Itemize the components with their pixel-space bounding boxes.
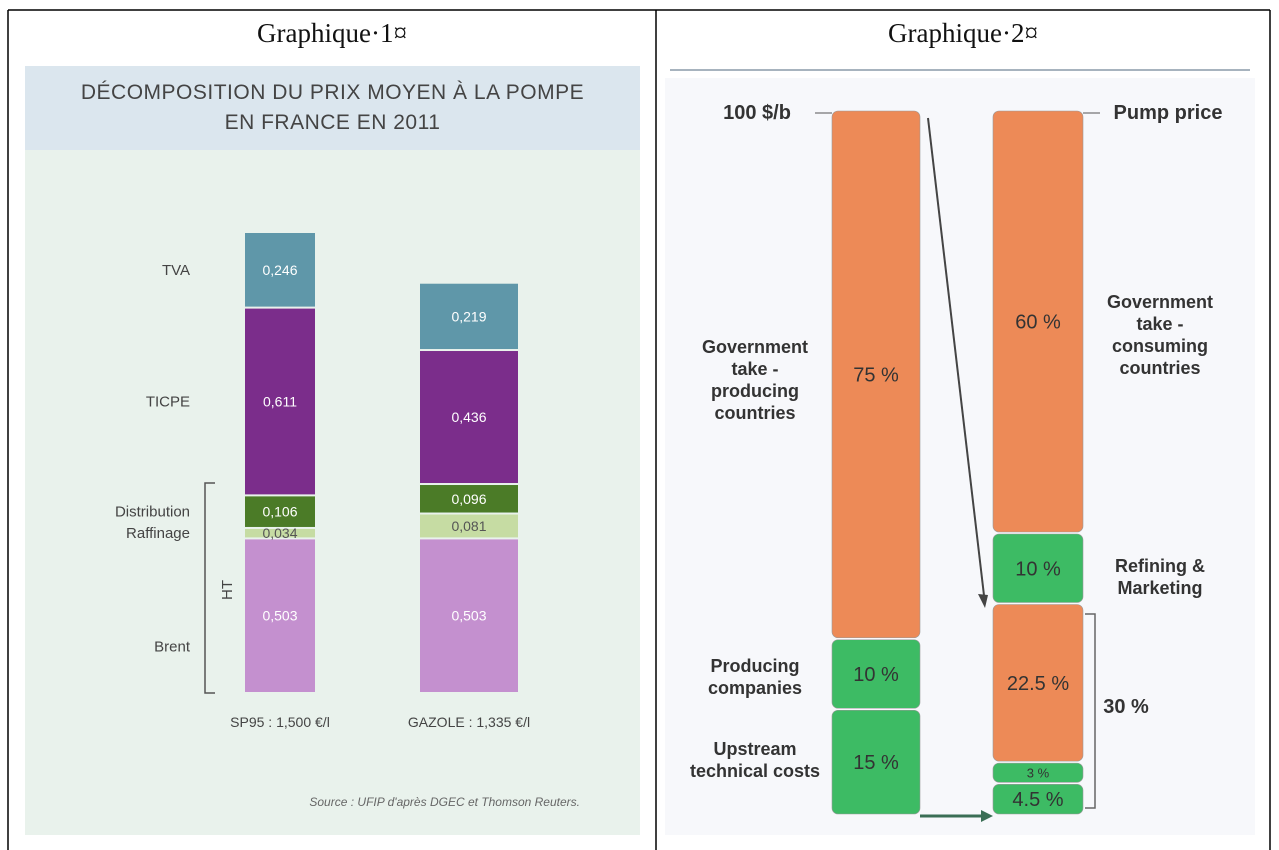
chart1-background — [25, 66, 640, 835]
value-label: 0,106 — [262, 504, 297, 520]
ht-bracket — [204, 482, 215, 694]
arrow — [927, 117, 986, 605]
value-label: 0,081 — [451, 518, 486, 534]
value-label: 0,436 — [451, 409, 486, 425]
column-segment — [831, 110, 921, 639]
bracket-label: 30 % — [1103, 696, 1149, 718]
caption: Graphique·1¤ — [257, 18, 407, 48]
bar-segment — [245, 496, 315, 527]
column-segment — [831, 639, 921, 709]
arrow-head — [981, 810, 993, 822]
category-label: SP95 : 1,500 €/l — [230, 714, 330, 730]
value-label: 10 % — [1015, 558, 1061, 580]
segment-label: Upstream technical costs — [689, 739, 821, 781]
value-label: 4.5 % — [1012, 789, 1063, 811]
value-label: 10 % — [853, 664, 899, 686]
bar-segment — [420, 283, 518, 350]
series-label: TICPE — [146, 393, 190, 410]
segment-label: Government take - producing countries — [701, 337, 809, 423]
value-label: 0,096 — [451, 491, 486, 507]
value-label: 22.5 % — [1007, 673, 1069, 695]
series-label: Raffinage — [126, 525, 190, 542]
value-label: 0,611 — [263, 393, 297, 409]
chart-title: DÉCOMPOSITION DU PRIX MOYEN À LA POMPE E… — [25, 66, 640, 150]
bracket — [1085, 613, 1096, 809]
bar-segment — [420, 485, 518, 513]
top-label: Pump price — [1113, 102, 1223, 124]
series-label: Brent — [154, 639, 191, 656]
chart2-background — [665, 78, 1255, 835]
arrow-head — [978, 594, 988, 608]
value-label: 0,219 — [451, 308, 486, 324]
segment-label: Producing companies — [707, 656, 803, 698]
segment-label: Government take - consuming countries — [1106, 292, 1214, 378]
bar-segment — [245, 539, 315, 692]
column-segment — [831, 709, 921, 815]
value-label: 0,503 — [262, 608, 297, 624]
bracket-label: HT — [219, 580, 236, 600]
category-label: GAZOLE : 1,335 €/l — [408, 714, 530, 730]
value-label: 60 % — [1015, 312, 1061, 334]
value-label: 0,503 — [451, 608, 486, 624]
series-label: Distribution — [115, 504, 190, 521]
bar-segment — [420, 539, 518, 692]
caption: Graphique·2¤ — [888, 18, 1038, 48]
value-label: 0,246 — [262, 262, 297, 278]
value-label: 3 % — [1027, 766, 1050, 781]
segment-label: Refining & Marketing — [1115, 556, 1205, 598]
column-segment — [992, 533, 1084, 603]
bar-segment — [245, 308, 315, 495]
value-label: 15 % — [853, 752, 899, 774]
top-label: 100 $/b — [723, 102, 791, 124]
bar-segment — [245, 528, 315, 538]
column-segment — [992, 110, 1084, 533]
column-segment — [992, 783, 1084, 815]
value-label: 75 % — [853, 364, 899, 386]
series-label: TVA — [162, 262, 190, 279]
source: Source : UFIP d'après DGEC et Thomson Re… — [309, 795, 580, 809]
bar-segment — [245, 233, 315, 307]
bar-segment — [420, 514, 518, 538]
column-segment — [992, 762, 1084, 783]
column-segment — [992, 604, 1084, 762]
value-label: 0,034 — [262, 525, 297, 541]
bar-segment — [420, 351, 518, 484]
